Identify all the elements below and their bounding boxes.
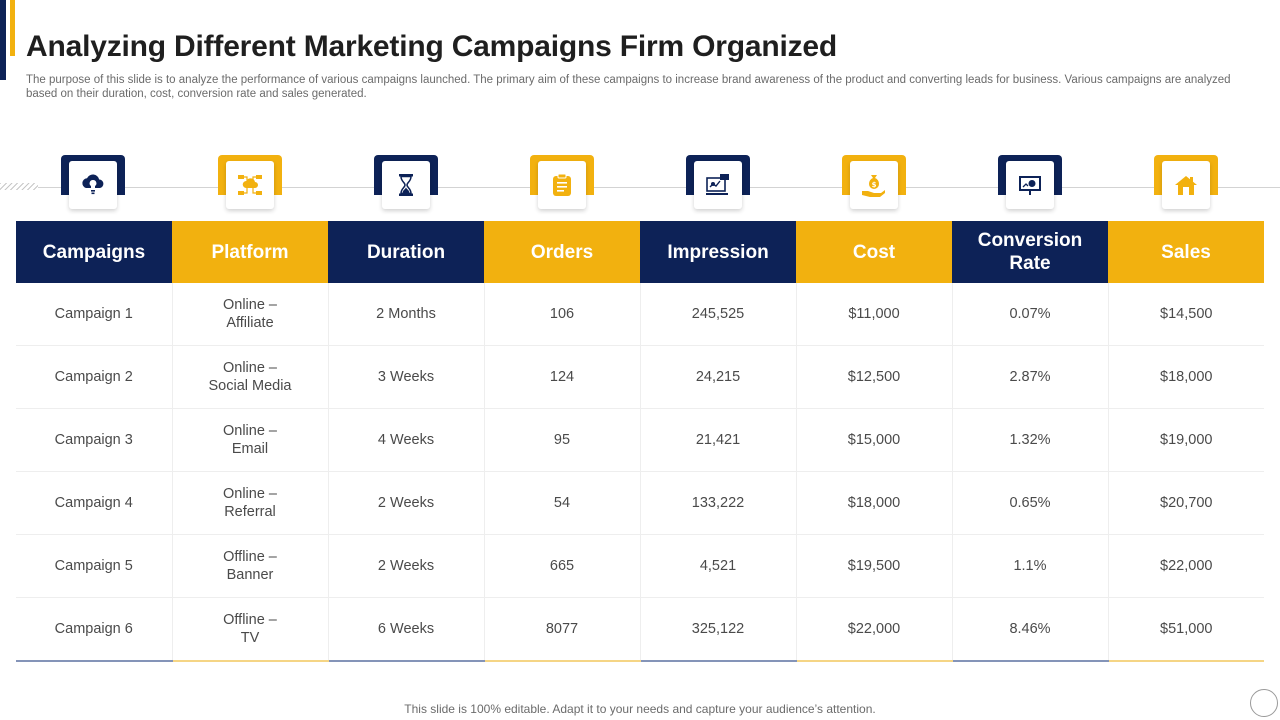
cell-sales: $19,000 [1108,408,1264,472]
cell-sales: $20,700 [1108,471,1264,535]
cell-conversion-rate: 1.32% [952,408,1109,472]
cell-campaign: Campaign 3 [16,408,173,472]
header-campaigns: Campaigns [16,221,172,283]
footer-note: This slide is 100% editable. Adapt it to… [404,702,876,716]
cell-campaign: Campaign 2 [16,345,173,409]
presentation-chart-icon [1006,161,1054,209]
header-impression: Impression [640,221,796,283]
cell-cost: $18,000 [796,471,953,535]
table-row: Campaign 2 Online – Social Media 3 Weeks… [16,345,1264,409]
cell-impression: 4,521 [640,534,797,598]
table-row: Campaign 6 Offline – TV 6 Weeks 8077 325… [16,597,1264,662]
cell-sales: $14,500 [1108,283,1264,346]
cell-duration: 6 Weeks [328,597,485,662]
cell-orders: 8077 [484,597,641,662]
cell-conversion-rate: 0.07% [952,283,1109,346]
clipboard-icon [538,161,586,209]
accent-bar-navy [0,0,6,80]
cell-conversion-rate: 1.1% [952,534,1109,598]
cell-sales: $22,000 [1108,534,1264,598]
money-bag-hand-icon: $ [850,161,898,209]
cell-impression: 24,215 [640,345,797,409]
cell-duration: 2 Weeks [328,534,485,598]
header-duration: Duration [328,221,484,283]
cell-duration: 3 Weeks [328,345,485,409]
cloud-lightbulb-icon [69,161,117,209]
table-row: Campaign 3 Online – Email 4 Weeks 95 21,… [16,408,1264,472]
cell-platform: Online – Social Media [172,345,329,409]
header-orders: Orders [484,221,640,283]
cell-cost: $12,500 [796,345,953,409]
cell-platform: Offline – TV [172,597,329,662]
cell-impression: 325,122 [640,597,797,662]
cell-impression: 21,421 [640,408,797,472]
cell-sales: $51,000 [1108,597,1264,662]
header-conversion-rate: Conversion Rate [952,221,1108,283]
table-row: Campaign 5 Offline – Banner 2 Weeks 665 … [16,534,1264,598]
cell-orders: 95 [484,408,641,472]
table-row: Campaign 1 Online – Affiliate 2 Months 1… [16,283,1264,346]
header-sales: Sales [1108,221,1264,283]
monitor-analytics-icon [694,161,742,209]
cell-cost: $22,000 [796,597,953,662]
cell-cost: $11,000 [796,283,953,346]
corner-circle-decoration [1250,689,1278,717]
cell-orders: 124 [484,345,641,409]
cell-conversion-rate: 8.46% [952,597,1109,662]
cell-sales: $18,000 [1108,345,1264,409]
network-cloud-icon [226,161,274,209]
cell-platform: Online – Email [172,408,329,472]
cell-duration: 2 Months [328,283,485,346]
header-cost: Cost [796,221,952,283]
table-row: Campaign 4 Online – Referral 2 Weeks 54 … [16,471,1264,535]
cell-conversion-rate: 2.87% [952,345,1109,409]
cell-campaign: Campaign 1 [16,283,173,346]
cell-campaign: Campaign 4 [16,471,173,535]
campaigns-table: Campaigns Platform Duration Orders Impre… [16,221,1264,662]
cell-cost: $15,000 [796,408,953,472]
hatch-decoration [0,183,38,190]
divider-line [38,187,1280,188]
cell-orders: 54 [484,471,641,535]
house-icon [1162,161,1210,209]
hourglass-icon [382,161,430,209]
header-platform: Platform [172,221,328,283]
page-subtitle: The purpose of this slide is to analyze … [26,74,1231,100]
accent-bar-gold [10,0,15,56]
cell-campaign: Campaign 5 [16,534,173,598]
cell-duration: 2 Weeks [328,471,485,535]
cell-platform: Online – Referral [172,471,329,535]
cell-duration: 4 Weeks [328,408,485,472]
table-header-row: Campaigns Platform Duration Orders Impre… [16,221,1264,283]
cell-cost: $19,500 [796,534,953,598]
cell-platform: Offline – Banner [172,534,329,598]
cell-impression: 133,222 [640,471,797,535]
cell-campaign: Campaign 6 [16,597,173,662]
cell-platform: Online – Affiliate [172,283,329,346]
svg-text:$: $ [872,181,877,189]
page-title: Analyzing Different Marketing Campaigns … [26,30,837,63]
cell-orders: 106 [484,283,641,346]
cell-conversion-rate: 0.65% [952,471,1109,535]
cell-impression: 245,525 [640,283,797,346]
cell-orders: 665 [484,534,641,598]
